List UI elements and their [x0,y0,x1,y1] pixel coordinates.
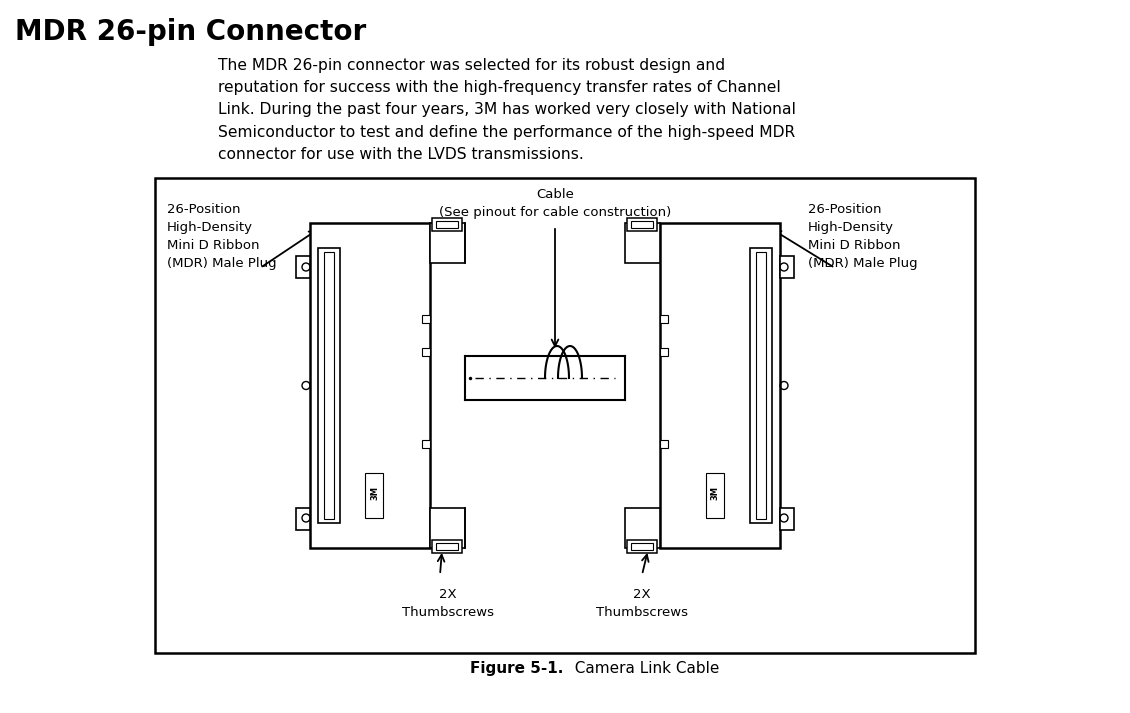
Bar [296,508,310,530]
Text: Cable
(See pinout for cable construction): Cable (See pinout for cable construction… [438,188,671,219]
Bar [625,223,660,263]
Bar [296,256,310,278]
Bar [310,223,431,548]
Bar [627,540,657,553]
Bar [627,218,657,231]
Bar [432,218,462,231]
Bar [660,223,780,548]
Text: 3M: 3M [711,486,720,500]
Bar [756,252,766,519]
Text: 26-Position
High-Density
Mini D Ribbon
(MDR) Male Plug: 26-Position High-Density Mini D Ribbon (… [808,203,918,270]
Bar [421,347,431,356]
Bar [780,256,794,278]
Bar [324,252,334,519]
Text: MDR 26-pin Connector: MDR 26-pin Connector [15,18,366,46]
Bar [436,221,458,228]
Bar [780,508,794,530]
Bar [432,540,462,553]
Text: 2X
Thumbscrews: 2X Thumbscrews [402,588,494,619]
Text: Camera Link Cable: Camera Link Cable [565,661,720,676]
Bar [421,440,431,448]
Bar [436,543,458,550]
Text: 2X
Thumbscrews: 2X Thumbscrews [596,588,688,619]
Bar [750,248,772,523]
Bar [631,543,653,550]
Bar [660,347,668,356]
Bar [365,473,383,518]
Bar [706,473,724,518]
Text: 26-Position
High-Density
Mini D Ribbon
(MDR) Male Plug: 26-Position High-Density Mini D Ribbon (… [167,203,277,270]
Text: 3M: 3M [371,486,380,500]
Text: Figure 5-1.: Figure 5-1. [470,661,563,676]
Text: The MDR 26-pin connector was selected for its robust design and
reputation for s: The MDR 26-pin connector was selected fo… [218,58,796,162]
Bar [431,508,466,548]
Bar [660,315,668,323]
Bar [625,508,660,548]
Bar [631,221,653,228]
Bar [660,440,668,448]
Bar [318,248,340,523]
Bar [155,178,975,653]
Bar [421,315,431,323]
Bar [431,223,466,263]
